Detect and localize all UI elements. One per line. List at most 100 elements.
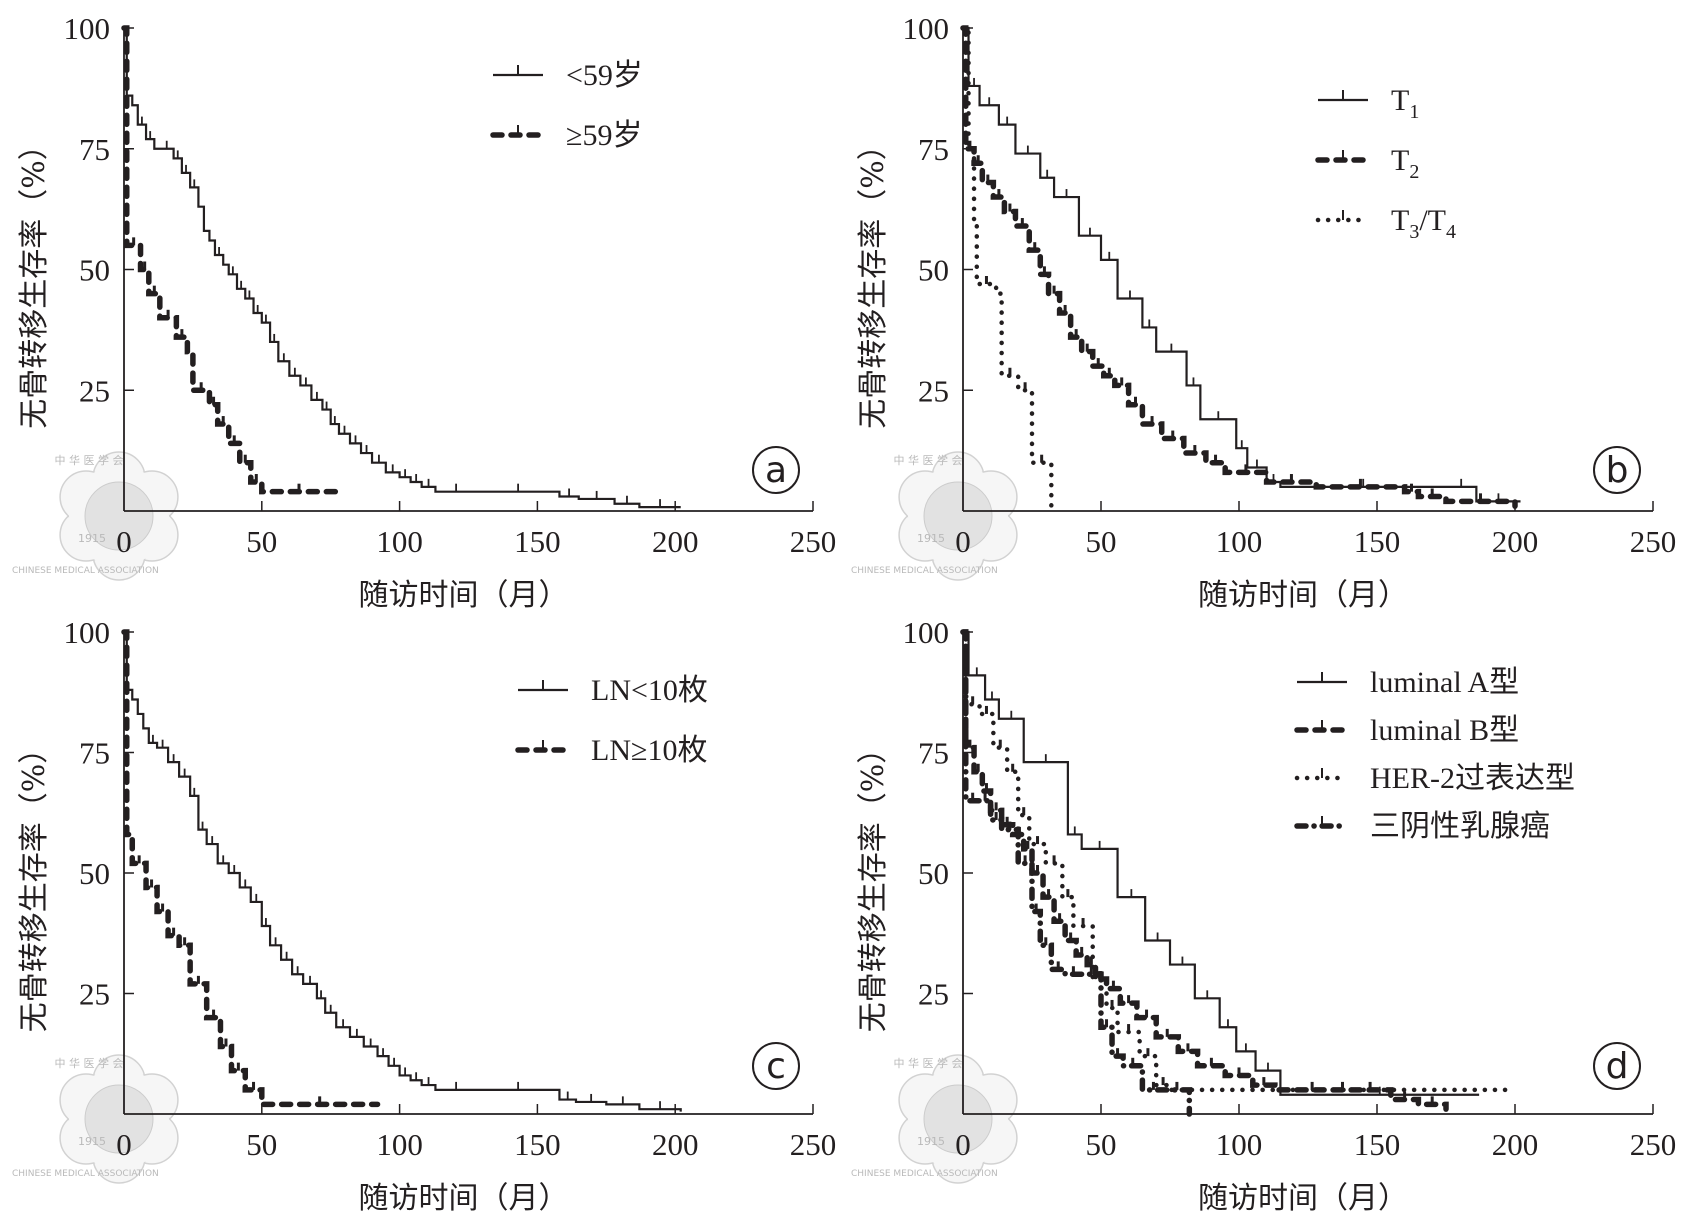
panel-letter: b xyxy=(1606,450,1629,491)
x-axis-title: 随访时间（月） xyxy=(1198,578,1408,613)
x-tick-label: 100 xyxy=(1216,1127,1263,1162)
panel-label-circle xyxy=(752,446,800,494)
km-curve-d-3 xyxy=(960,629,1518,1093)
x-tick-label: 100 xyxy=(1216,524,1263,559)
legend-item: <59岁 xyxy=(493,59,643,92)
x-axis-title: 随访时间（月） xyxy=(1198,1181,1408,1216)
x-tick-label: 100 xyxy=(376,524,423,559)
km-panel-c: 中 华 医 学 会 1915 CHINESE MEDICAL ASSOCIATION… xyxy=(12,615,836,1216)
panel-label-c: c xyxy=(752,1042,800,1090)
km-curve-d-1 xyxy=(963,630,1480,1096)
legend-label: luminal B型 xyxy=(1370,714,1519,747)
y-tick-label: 50 xyxy=(79,856,110,891)
legend-item: luminal A型 xyxy=(1297,666,1519,699)
x-tick-label: 150 xyxy=(1354,524,1401,559)
legend-item: 三阴性乳腺癌 xyxy=(1294,810,1550,843)
legend-item: ≥59岁 xyxy=(490,119,642,152)
x-tick-label: 150 xyxy=(1354,1127,1401,1162)
km-curve-b-1 xyxy=(963,26,1521,503)
y-tick-label: 50 xyxy=(79,253,110,288)
panel-letter: a xyxy=(765,450,787,491)
km-curve-a-1 xyxy=(124,26,681,509)
panel-label-circle xyxy=(752,1042,800,1090)
watermark-bottom-text: CHINESE MEDICAL ASSOCIATION xyxy=(12,566,159,576)
y-axis-title: 无骨转移生存率（%） xyxy=(856,734,891,1033)
legend-label: LN<10枚 xyxy=(591,674,708,707)
x-tick-label: 200 xyxy=(652,524,699,559)
panel-label-circle xyxy=(1593,446,1641,494)
watermark-map xyxy=(923,1084,993,1154)
x-axis-title: 随访时间（月） xyxy=(359,578,569,613)
legend-item: T1 xyxy=(1318,84,1419,123)
watermark-top-text: 中 华 医 学 会 xyxy=(55,1056,124,1070)
x-tick-label: 0 xyxy=(955,1127,971,1162)
y-tick-label: 25 xyxy=(918,373,949,408)
watermark-year: 1915 xyxy=(917,532,945,545)
y-tick-label: 50 xyxy=(918,253,949,288)
y-tick-label: 50 xyxy=(918,856,949,891)
legend-label: LN≥10枚 xyxy=(591,734,707,767)
legend-item: HER-2过表达型 xyxy=(1294,762,1575,795)
legend-label: T3/T4 xyxy=(1391,204,1456,243)
watermark-map xyxy=(84,481,154,551)
y-tick-label: 25 xyxy=(79,977,110,1012)
watermark-map xyxy=(923,481,993,551)
legend-label: T2 xyxy=(1391,144,1419,183)
x-tick-label: 250 xyxy=(1630,1127,1677,1162)
watermark-map xyxy=(84,1084,154,1154)
y-tick-label: 75 xyxy=(79,132,110,167)
y-tick-label: 75 xyxy=(918,736,949,771)
x-tick-label: 250 xyxy=(790,524,837,559)
legend-label: 三阴性乳腺癌 xyxy=(1370,810,1550,843)
x-tick-label: 150 xyxy=(514,1127,561,1162)
x-tick-label: 250 xyxy=(790,1127,837,1162)
watermark-seal: 中 华 医 学 会 1915 CHINESE MEDICAL ASSOCIATION xyxy=(851,451,1018,581)
y-tick-label: 100 xyxy=(903,11,950,46)
y-tick-label: 25 xyxy=(918,977,949,1012)
y-tick-label: 75 xyxy=(918,132,949,167)
km-curve-a-2 xyxy=(121,25,339,495)
watermark-seal: 中 华 医 学 会 1915 CHINESE MEDICAL ASSOCIATION xyxy=(851,1054,1018,1184)
x-tick-label: 0 xyxy=(116,1127,132,1162)
panel-letter: c xyxy=(766,1046,786,1087)
y-tick-label: 25 xyxy=(79,373,110,408)
legend-label: <59岁 xyxy=(566,59,643,92)
legend-label: luminal A型 xyxy=(1370,666,1519,699)
watermark-top-text: 中 华 医 学 会 xyxy=(894,1056,963,1070)
y-tick-label: 100 xyxy=(64,11,111,46)
x-tick-label: 0 xyxy=(955,524,971,559)
y-tick-label: 75 xyxy=(79,736,110,771)
y-tick-label: 100 xyxy=(64,615,111,650)
panel-label-circle xyxy=(1593,1042,1641,1090)
km-panel-d: 中 华 医 学 会 1915 CHINESE MEDICAL ASSOCIATION… xyxy=(851,615,1676,1216)
watermark-top-text: 中 华 医 学 会 xyxy=(894,453,963,467)
y-tick-label: 100 xyxy=(903,615,950,650)
x-tick-label: 200 xyxy=(1492,524,1539,559)
watermark-top-text: 中 华 医 学 会 xyxy=(55,453,124,467)
watermark-bottom-text: CHINESE MEDICAL ASSOCIATION xyxy=(851,1169,998,1179)
watermark-year: 1915 xyxy=(78,1135,106,1148)
km-curve-b-3 xyxy=(960,25,1054,509)
x-tick-label: 50 xyxy=(246,1127,277,1162)
watermark-year: 1915 xyxy=(917,1135,945,1148)
legend-item: T3/T4 xyxy=(1315,204,1456,243)
x-tick-label: 250 xyxy=(1630,524,1677,559)
legend-item: LN≥10枚 xyxy=(515,734,707,767)
legend-label: HER-2过表达型 xyxy=(1370,762,1575,795)
x-tick-label: 50 xyxy=(1086,1127,1117,1162)
x-tick-label: 0 xyxy=(116,524,132,559)
x-tick-label: 150 xyxy=(514,524,561,559)
km-curve-d-4 xyxy=(960,629,1193,1117)
legend-label: ≥59岁 xyxy=(566,119,642,152)
x-axis-title: 随访时间（月） xyxy=(359,1181,569,1216)
x-tick-label: 200 xyxy=(1492,1127,1539,1162)
y-axis-title: 无骨转移生存率（%） xyxy=(17,734,52,1033)
watermark-seal: 中 华 医 学 会 1915 CHINESE MEDICAL ASSOCIATION xyxy=(12,1054,179,1184)
legend-label: T1 xyxy=(1391,84,1419,123)
legend-item: LN<10枚 xyxy=(518,674,708,707)
y-axis-title: 无骨转移生存率（%） xyxy=(856,130,891,429)
watermark-year: 1915 xyxy=(78,532,106,545)
panel-label-a: a xyxy=(752,446,800,494)
watermark-bottom-text: CHINESE MEDICAL ASSOCIATION xyxy=(851,566,998,576)
x-tick-label: 50 xyxy=(246,524,277,559)
